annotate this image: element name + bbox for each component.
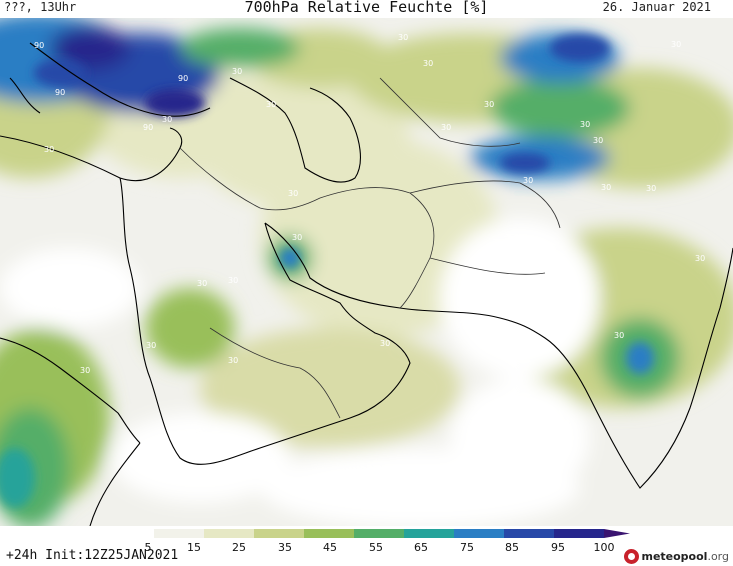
logo-text: meteopool.org bbox=[641, 550, 729, 563]
colorbar-label: 95 bbox=[551, 541, 565, 554]
valid-date-label: 26. Januar 2021 bbox=[602, 0, 711, 14]
contour-label: 30 bbox=[292, 233, 302, 242]
contour-label: 30 bbox=[614, 331, 624, 340]
contour-label: 30 bbox=[228, 276, 238, 285]
colorbar-label: 25 bbox=[232, 541, 246, 554]
valid-time-label: ???, 13Uhr bbox=[4, 0, 77, 14]
colorbar-label: 75 bbox=[460, 541, 474, 554]
colorbar-label: 65 bbox=[414, 541, 428, 554]
colorbar-labels: 5 15 25 35 45 55 65 75 85 95 100 bbox=[104, 541, 630, 554]
colorbar-segment bbox=[554, 529, 604, 538]
map-header: ???, 13Uhr 700hPa Relative Feuchte [%] 2… bbox=[0, 0, 733, 18]
contour-label: 30 bbox=[695, 254, 705, 263]
contour-label: 30 bbox=[44, 145, 54, 154]
colorbar-segment bbox=[354, 529, 404, 538]
colorbar-segment bbox=[454, 529, 504, 538]
contour-label: 30 bbox=[523, 176, 533, 185]
contour-label: 30 bbox=[671, 40, 681, 49]
colorbar-segment bbox=[204, 529, 254, 538]
contour-label: 30 bbox=[232, 67, 242, 76]
contour-label: 30 bbox=[197, 279, 207, 288]
contour-label: 30 bbox=[266, 100, 276, 109]
contour-label: 30 bbox=[423, 59, 433, 68]
colorbar-segment bbox=[104, 529, 154, 538]
contour-label: 90 bbox=[55, 88, 65, 97]
forecast-init-label: +24h Init:12Z25JAN2021 bbox=[6, 548, 179, 563]
colorbar-label: 55 bbox=[369, 541, 383, 554]
colorbar-segment bbox=[254, 529, 304, 538]
contour-label: 30 bbox=[80, 366, 90, 375]
humidity-colorbar bbox=[104, 529, 630, 538]
colorbar-segment bbox=[404, 529, 454, 538]
contour-label: 30 bbox=[162, 115, 172, 124]
colorbar-label: 85 bbox=[505, 541, 519, 554]
contour-label: 90 bbox=[178, 74, 188, 83]
colorbar-label: 5 bbox=[144, 541, 152, 554]
contour-label: 30 bbox=[398, 33, 408, 42]
contour-label: 30 bbox=[580, 120, 590, 129]
coastlines bbox=[0, 42, 733, 526]
logo-main: meteopool bbox=[641, 549, 708, 563]
humidity-map: 90 90 90 90 30 30 30 30 30 30 30 30 30 3… bbox=[0, 18, 733, 526]
contour-label: 30 bbox=[380, 339, 390, 348]
colorbar-label: 100 bbox=[593, 541, 615, 554]
contour-label: 30 bbox=[593, 136, 603, 145]
borders bbox=[179, 77, 561, 419]
contour-label: 30 bbox=[601, 183, 611, 192]
contour-label: 90 bbox=[143, 123, 153, 132]
map-title: 700hPa Relative Feuchte [%] bbox=[244, 0, 489, 16]
colorbar-label: 45 bbox=[323, 541, 337, 554]
colorbar-arrow bbox=[604, 529, 630, 538]
colorbar-label: 15 bbox=[187, 541, 201, 554]
colorbar-segment bbox=[504, 529, 554, 538]
map-canvas: 90 90 90 90 30 30 30 30 30 30 30 30 30 3… bbox=[0, 18, 733, 526]
humidity-cores bbox=[0, 34, 654, 508]
colorbar-segment bbox=[304, 529, 354, 538]
contour-labels: 90 90 90 90 30 30 30 30 30 30 30 30 30 3… bbox=[34, 33, 705, 375]
contour-label: 30 bbox=[288, 189, 298, 198]
colorbar-label: 35 bbox=[278, 541, 292, 554]
contour-label: 30 bbox=[441, 123, 451, 132]
contour-label: 30 bbox=[146, 341, 156, 350]
contour-label: 30 bbox=[484, 100, 494, 109]
colorbar-segment bbox=[154, 529, 204, 538]
contour-label: 30 bbox=[646, 184, 656, 193]
contour-label: 90 bbox=[34, 41, 44, 50]
meteopool-logo[interactable]: meteopool.org bbox=[624, 547, 729, 565]
meteopool-logo-icon bbox=[624, 548, 640, 564]
contour-label: 30 bbox=[228, 356, 238, 365]
logo-suffix: .org bbox=[707, 549, 729, 563]
